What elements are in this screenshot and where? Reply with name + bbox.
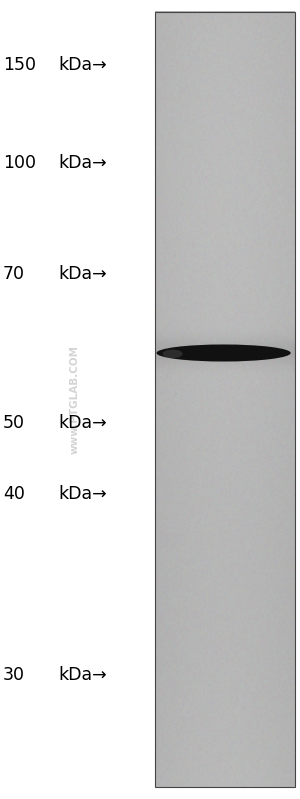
- Text: kDa→: kDa→: [58, 154, 107, 172]
- Text: 100: 100: [3, 154, 36, 172]
- Text: kDa→: kDa→: [58, 265, 107, 283]
- Bar: [155, 12, 295, 787]
- Text: 30: 30: [3, 666, 25, 684]
- Ellipse shape: [157, 344, 291, 361]
- Text: kDa→: kDa→: [58, 56, 107, 74]
- Text: 40: 40: [3, 485, 25, 503]
- Text: 50: 50: [3, 414, 25, 431]
- Text: 70: 70: [3, 265, 25, 283]
- Text: www.PTGLAB.COM: www.PTGLAB.COM: [70, 345, 80, 454]
- Text: kDa→: kDa→: [58, 666, 107, 684]
- Text: kDa→: kDa→: [58, 414, 107, 431]
- Text: 150: 150: [3, 56, 36, 74]
- Text: kDa→: kDa→: [58, 485, 107, 503]
- Ellipse shape: [163, 350, 183, 358]
